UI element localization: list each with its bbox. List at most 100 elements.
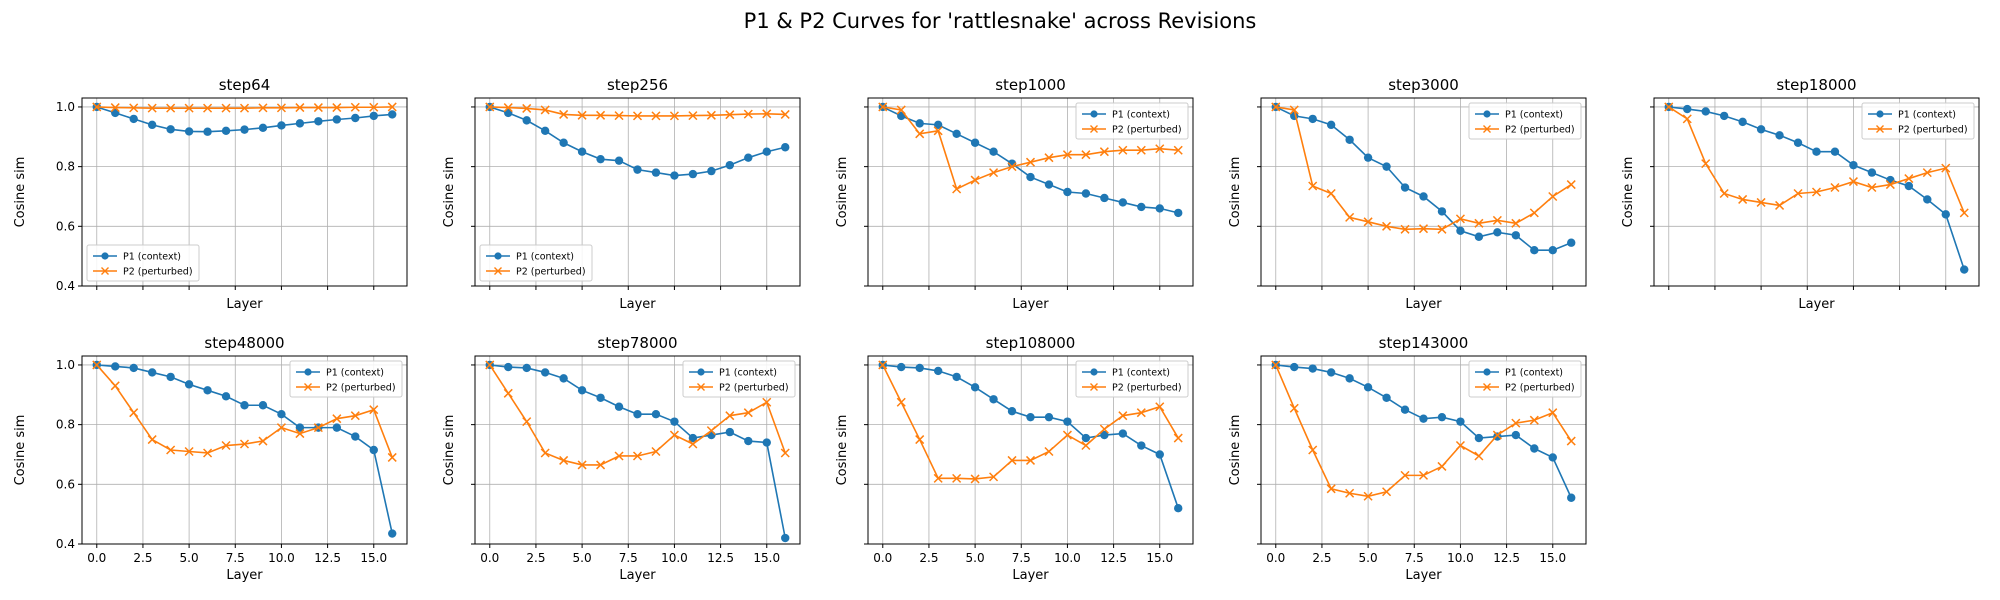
p2-point <box>1099 147 1109 157</box>
p1-point <box>670 171 679 180</box>
legend-marker-circle <box>1090 110 1098 118</box>
p1-point <box>1456 417 1465 426</box>
y-axis-label: Cosine sim <box>1228 157 1243 228</box>
p2-point <box>166 445 176 455</box>
p2-point <box>1155 144 1165 154</box>
p2-point <box>1830 182 1840 193</box>
p1-point <box>1793 138 1803 147</box>
x-tick-label: 10.0 <box>1447 551 1474 565</box>
p2-point <box>1173 433 1183 443</box>
p2-point <box>369 102 379 112</box>
p1-point <box>1081 189 1091 198</box>
p1-point <box>1419 192 1428 201</box>
legend-label: P2 (perturbed) <box>123 267 193 278</box>
axes-frame <box>81 97 408 287</box>
p2-point <box>92 102 102 112</box>
legend-label: P1 (context) <box>1505 110 1563 121</box>
p2-point <box>743 109 753 119</box>
p1-point <box>369 445 378 455</box>
p2-point <box>1959 208 1969 218</box>
p1-point <box>203 127 212 136</box>
x-tick-label: 5.0 <box>573 551 592 565</box>
y-tick-label: 0.6 <box>56 477 75 491</box>
p1-point <box>1738 117 1747 127</box>
p2-point <box>780 448 790 458</box>
p1-point <box>989 147 998 156</box>
p2-point <box>387 102 397 112</box>
legend-box <box>479 244 593 282</box>
p2-point <box>1738 194 1748 204</box>
p1-point <box>1063 187 1072 197</box>
legend-box <box>289 360 403 398</box>
p1-point <box>1081 433 1091 443</box>
p1-point <box>952 372 961 382</box>
p2-point <box>725 110 735 120</box>
p2-point <box>1529 208 1539 218</box>
p2-point <box>1682 114 1692 124</box>
p1-point <box>670 417 679 426</box>
x-axis-label: Layer <box>619 568 656 583</box>
legend-label: P1 (context) <box>1112 110 1170 121</box>
legend: P1 (context) P2 (perturbed) <box>1075 102 1189 140</box>
p1-point <box>1511 430 1521 440</box>
p1-point <box>1007 407 1017 416</box>
p1-point <box>147 368 157 377</box>
p2-point <box>1922 168 1932 178</box>
p1-point <box>1326 120 1336 130</box>
p1-point <box>1137 202 1146 212</box>
legend-marker-circle <box>1090 368 1098 376</box>
x-tick-label: 10.0 <box>1054 551 1081 565</box>
p2-point <box>1511 418 1521 428</box>
p1-point <box>933 120 943 130</box>
p1-point <box>915 363 924 373</box>
p1-point <box>577 386 587 395</box>
legend-marker-circle <box>1876 110 1884 118</box>
p1-point <box>725 160 735 170</box>
p1-point <box>1345 374 1354 383</box>
p1-point <box>1118 429 1128 438</box>
p1-point <box>1775 131 1784 140</box>
p1-point <box>1474 232 1484 241</box>
legend-marker-x <box>101 267 109 275</box>
p1-point <box>1155 450 1164 459</box>
legend-marker-circle <box>697 368 705 376</box>
p1-point <box>614 156 624 165</box>
p1-point <box>1419 414 1428 423</box>
p2-point <box>1081 440 1091 451</box>
subplot-title: step18000 <box>1776 76 1856 94</box>
x-tick-label: 12.5 <box>314 551 341 565</box>
x-tick-label: 7.5 <box>1405 551 1424 565</box>
legend-label: P2 (perturbed) <box>326 383 396 394</box>
y-axis-label: Cosine sim <box>442 415 457 486</box>
axes-frame <box>867 97 1194 287</box>
p2-point <box>669 430 679 440</box>
p2-point <box>896 397 906 407</box>
p1-point <box>277 409 286 419</box>
p1-point <box>540 126 550 136</box>
x-tick-label: 0.0 <box>480 551 499 565</box>
p2-point <box>970 175 980 185</box>
x-tick-label: 0.0 <box>87 551 106 565</box>
p2-point <box>1289 105 1299 115</box>
p2-point <box>540 448 550 458</box>
p2-point <box>1701 159 1711 169</box>
p2-point <box>332 103 342 113</box>
subplot-step143000: 0.0 2.5 5.0 7.5 10.0 12.5 15.0 step143000 Layer C… <box>1228 334 1587 583</box>
p2-point <box>614 111 624 121</box>
p2-point <box>1793 188 1803 199</box>
p2-point <box>1363 217 1373 227</box>
p1-point <box>1155 204 1164 213</box>
legend-label: P2 (perturbed) <box>1112 383 1182 394</box>
legend-label: P2 (perturbed) <box>1505 383 1575 394</box>
p1-point <box>504 362 513 372</box>
p2-point <box>1044 446 1054 457</box>
legend-box <box>1468 102 1582 140</box>
p2-point <box>166 103 176 113</box>
p2-point <box>522 417 532 427</box>
p2-point <box>1345 212 1355 222</box>
p1-point <box>577 147 587 156</box>
legend-label: P1 (context) <box>719 368 777 379</box>
p1-point <box>184 127 194 136</box>
p2-point <box>485 360 495 370</box>
p2-point <box>221 103 231 113</box>
